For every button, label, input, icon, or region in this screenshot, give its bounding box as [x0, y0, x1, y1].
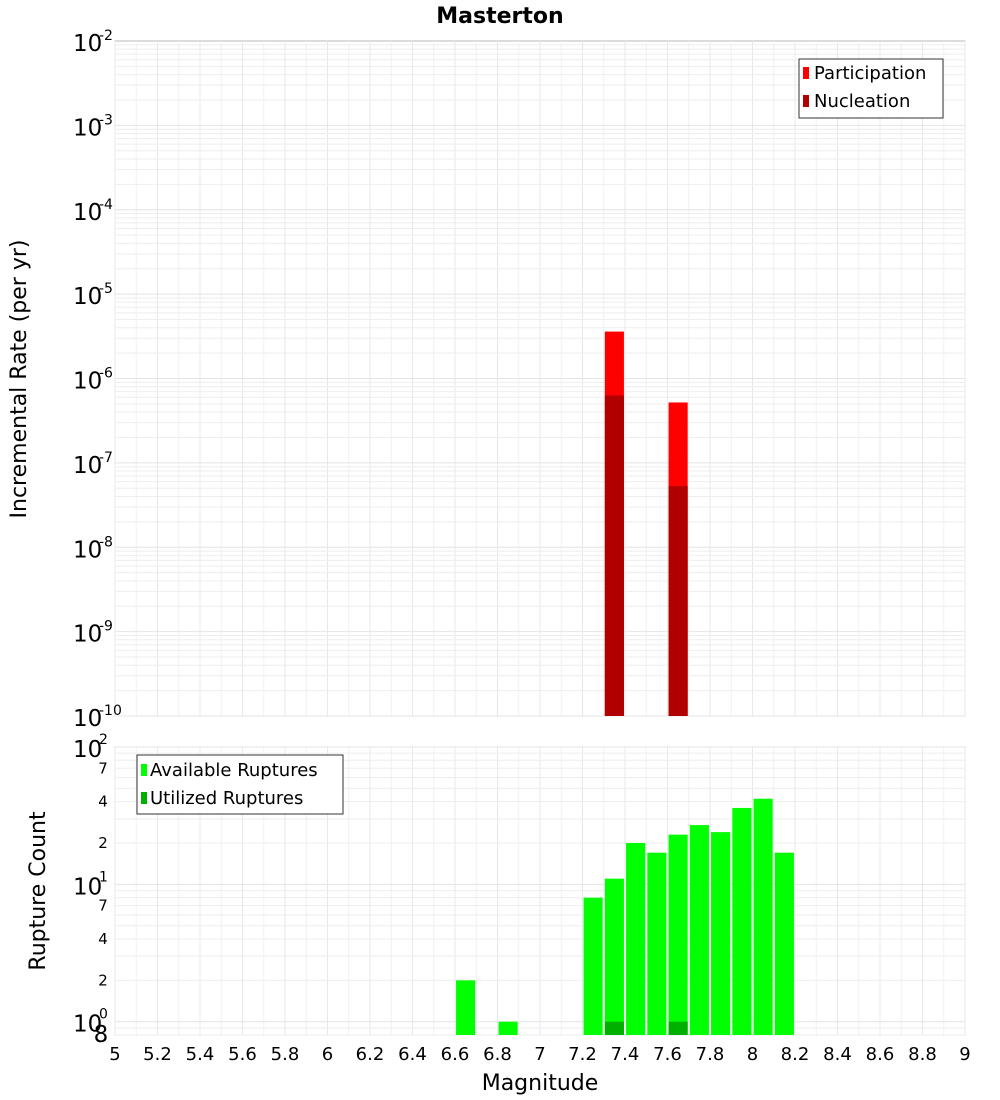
legend-swatch-nucleation — [803, 95, 809, 107]
legend-swatch-participation — [803, 67, 809, 79]
y-minor-tick-label: 7 — [98, 897, 108, 915]
utilized-ruptures-bar — [604, 1021, 624, 1035]
x-tick-label: 5.6 — [228, 1044, 257, 1065]
bottom-gridlines — [114, 746, 966, 1036]
x-tick-label: 6.4 — [398, 1044, 427, 1065]
y-tick-exponent: -2 — [99, 28, 113, 44]
x-tick-label: 5.8 — [271, 1044, 300, 1065]
y-tick-exponent: 0 — [99, 1007, 108, 1023]
x-tick-label: 9 — [959, 1044, 970, 1065]
x-tick-label: 8.2 — [781, 1044, 810, 1065]
x-tick-labels: 5 5.2 5.4 5.6 5.8 6 6.2 6.4 6.6 6.8 7 7.2 7.4 7.6 7.8 8… — [109, 1044, 970, 1065]
legend-label-utilized-ruptures: Utilized Ruptures — [150, 788, 303, 809]
y-tick-label: 10 — [73, 706, 102, 732]
y-minor-tick-label: 7 — [98, 759, 108, 777]
y-tick-label: 10 — [73, 115, 102, 141]
bottom-legend-box — [136, 754, 344, 815]
y-minor-tick-label: 4 — [98, 793, 108, 811]
legend-swatch-utilized-ruptures — [141, 792, 147, 804]
x-tick-label: 6 — [322, 1044, 333, 1065]
x-axis-title: Magnitude — [482, 1071, 599, 1096]
y-tick-exponent: 1 — [99, 869, 108, 885]
available-ruptures-bar — [583, 897, 603, 1035]
x-tick-label: 8 — [747, 1044, 758, 1065]
x-tick-label: 8.4 — [823, 1044, 852, 1065]
top-legend-box — [798, 58, 944, 119]
y-tick-exponent: -6 — [99, 366, 113, 382]
y-tick-exponent: -8 — [99, 534, 113, 550]
x-tick-label: 6.6 — [441, 1044, 470, 1065]
available-ruptures-bar — [732, 807, 752, 1035]
top-y-axis-title: Incremental Rate (per yr) — [7, 240, 32, 519]
nucleation-bar — [668, 486, 688, 716]
y-tick-exponent: -10 — [99, 703, 122, 719]
available-ruptures-bar — [668, 834, 688, 1035]
y-minor-tick-label: 8 — [94, 1022, 109, 1048]
top-gridlines — [114, 41, 966, 717]
y-tick-label: 10 — [73, 453, 102, 479]
available-ruptures-bar — [604, 878, 624, 1035]
legend-label-participation: Participation — [814, 63, 926, 84]
y-minor-tick-label: 2 — [98, 971, 108, 989]
y-tick-exponent: -9 — [99, 619, 113, 635]
y-tick-exponent: 2 — [99, 732, 108, 748]
x-tick-label: 7.6 — [653, 1044, 682, 1065]
x-tick-label: 5.4 — [186, 1044, 215, 1065]
available-ruptures-bar — [626, 843, 646, 1035]
x-tick-label: 5 — [109, 1044, 120, 1065]
y-tick-exponent: -4 — [99, 197, 113, 213]
y-tick-label: 10 — [73, 874, 102, 900]
y-tick-label: 10 — [73, 537, 102, 563]
bottom-legend: Available Ruptures Utilized Ruptures — [136, 754, 344, 815]
chart-title: Masterton — [436, 4, 563, 29]
available-ruptures-bar — [456, 980, 476, 1035]
y-tick-label: 10 — [73, 369, 102, 395]
bottom-y-axis-title: Rupture Count — [26, 811, 51, 971]
available-ruptures-bar — [498, 1021, 518, 1035]
available-ruptures-bar — [647, 852, 667, 1035]
x-tick-label: 6.8 — [483, 1044, 512, 1065]
legend-label-nucleation: Nucleation — [814, 91, 910, 112]
utilized-ruptures-bar — [668, 1021, 688, 1035]
y-minor-tick-label: 4 — [98, 930, 108, 948]
available-ruptures-bar — [753, 798, 773, 1035]
available-ruptures-bar — [711, 832, 731, 1035]
y-tick-label: 10 — [73, 737, 102, 763]
y-tick-label: 10 — [73, 1012, 102, 1038]
top-bars — [604, 331, 688, 716]
x-tick-label: 6.2 — [356, 1044, 385, 1065]
y-tick-label: 10 — [73, 284, 102, 310]
x-tick-label: 7.4 — [611, 1044, 640, 1065]
x-tick-label: 7 — [534, 1044, 545, 1065]
x-tick-label: 8.8 — [908, 1044, 937, 1065]
x-tick-label: 8.6 — [866, 1044, 895, 1065]
legend-swatch-available-ruptures — [141, 764, 147, 776]
x-tick-label: 5.2 — [143, 1044, 172, 1065]
x-tick-label: 7.8 — [696, 1044, 725, 1065]
y-minor-tick-label: 2 — [98, 834, 108, 852]
legend-label-available-ruptures: Available Ruptures — [150, 760, 318, 781]
y-tick-label: 10 — [73, 31, 102, 57]
bottom-bars — [456, 798, 794, 1035]
y-tick-exponent: -5 — [99, 281, 113, 297]
nucleation-bar — [604, 395, 624, 716]
y-tick-exponent: -7 — [99, 450, 113, 466]
x-tick-label: 7.2 — [568, 1044, 597, 1065]
top-legend: Participation Nucleation — [798, 58, 944, 119]
incremental-rate-chart: 10-210-310-410-510-610-710-810-910-10 Ma… — [7, 4, 966, 732]
y-tick-exponent: -3 — [99, 112, 113, 128]
available-ruptures-bar — [774, 852, 794, 1035]
y-tick-label: 10 — [73, 622, 102, 648]
y-tick-label: 10 — [73, 200, 102, 226]
top-y-tick-labels: 10-210-310-410-510-610-710-810-910-10 — [73, 28, 122, 732]
available-ruptures-bar — [689, 825, 709, 1035]
